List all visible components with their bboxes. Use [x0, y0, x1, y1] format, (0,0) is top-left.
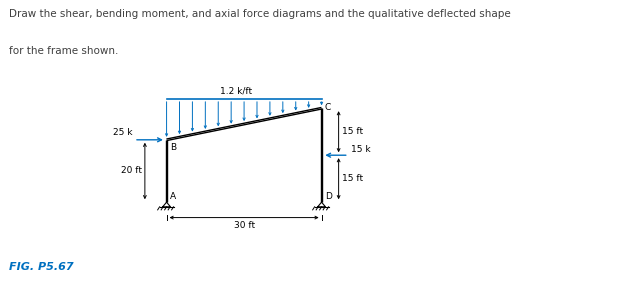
Text: D: D: [325, 192, 332, 201]
Text: A: A: [169, 192, 176, 201]
Text: 30 ft: 30 ft: [233, 221, 255, 231]
Text: 1.2 k/ft: 1.2 k/ft: [221, 87, 252, 96]
Text: C: C: [325, 103, 331, 112]
Text: Draw the shear, bending moment, and axial force diagrams and the qualitative def: Draw the shear, bending moment, and axia…: [9, 9, 511, 19]
Text: 15 ft: 15 ft: [342, 127, 363, 136]
Text: B: B: [169, 143, 176, 152]
Text: FIG. P5.67: FIG. P5.67: [9, 262, 74, 272]
Text: for the frame shown.: for the frame shown.: [9, 46, 119, 56]
Text: 15 k: 15 k: [351, 145, 370, 154]
Text: 25 k: 25 k: [113, 128, 133, 138]
Text: 20 ft: 20 ft: [121, 166, 142, 176]
Text: 15 ft: 15 ft: [342, 174, 363, 183]
